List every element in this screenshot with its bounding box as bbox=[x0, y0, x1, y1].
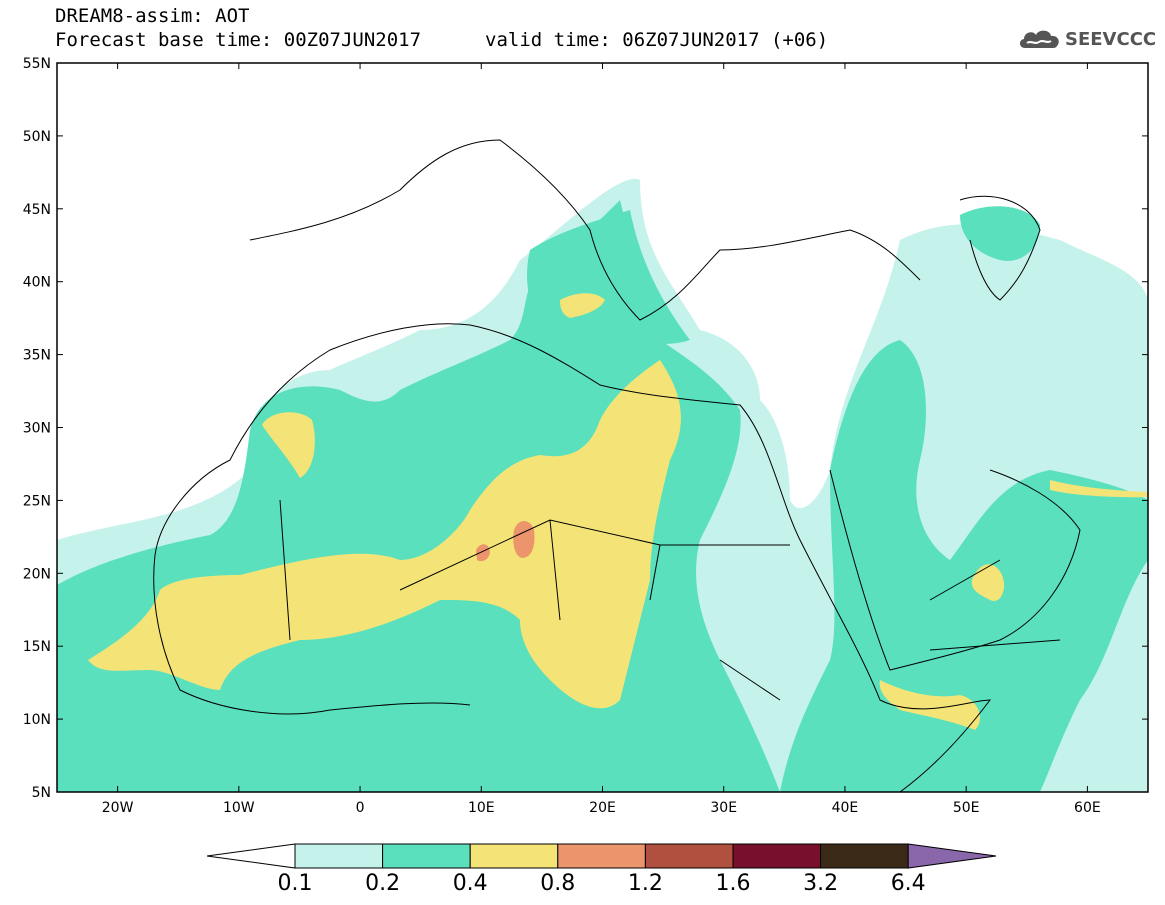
lon-label: 40E bbox=[832, 800, 859, 816]
aot-contours bbox=[57, 178, 1148, 792]
lon-label: 50E bbox=[953, 800, 980, 816]
lon-label: 0 bbox=[356, 800, 365, 816]
colorbar-swatch bbox=[469, 843, 559, 869]
colorbar-label: 0.4 bbox=[453, 871, 488, 896]
colorbar-swatch bbox=[557, 843, 646, 869]
lat-label: 35N bbox=[23, 348, 51, 364]
lon-label: 20E bbox=[589, 800, 616, 816]
colorbar-label: 1.2 bbox=[628, 871, 663, 896]
colorbar-label: 0.1 bbox=[278, 871, 313, 896]
lon-label: 30E bbox=[710, 800, 737, 816]
lat-label: 25N bbox=[23, 493, 51, 509]
colorbar-label: 6.4 bbox=[891, 871, 926, 896]
aot-band-0.2-east bbox=[780, 340, 1148, 792]
coast-africa bbox=[154, 323, 992, 792]
seevccc-logo: SEEVCCC bbox=[1017, 24, 1157, 58]
forecast-base-time: Forecast base time: 00Z07JUN2017 bbox=[55, 29, 422, 51]
aot-band-0.4-yemen bbox=[879, 680, 980, 730]
lat-label: 45N bbox=[23, 202, 51, 218]
coast-caspian bbox=[959, 195, 1041, 301]
colorbar-swatch bbox=[732, 843, 822, 869]
lon-label: 60E bbox=[1074, 800, 1101, 816]
lon-label: 10E bbox=[468, 800, 495, 816]
aot-band-0.4-arabia bbox=[971, 564, 1005, 601]
border-lines bbox=[279, 499, 1061, 701]
coast-europe bbox=[249, 139, 921, 321]
colorbar-swatch bbox=[820, 843, 909, 869]
colorbar-arrow-low bbox=[206, 843, 296, 869]
lon-label: 10W bbox=[223, 800, 255, 816]
map-title: DREAM8-assim: AOT bbox=[55, 5, 250, 27]
lat-label: 20N bbox=[23, 566, 51, 582]
coast-westafrica bbox=[153, 554, 471, 715]
lon-label: 20W bbox=[102, 800, 134, 816]
longitude-axis: 20W 10W 0 10E 20E 30E 40E 50E 60E bbox=[102, 63, 1101, 816]
aot-band-0.8-b bbox=[476, 544, 490, 562]
aot-band-0.4-atlas bbox=[262, 412, 315, 478]
lat-label: 50N bbox=[23, 129, 51, 145]
valid-time: valid time: 06Z07JUN2017 (+06) bbox=[485, 29, 829, 51]
coast-arabia bbox=[829, 469, 1081, 671]
colorbar-swatch bbox=[644, 843, 734, 869]
cloud-icon bbox=[1019, 30, 1059, 48]
colorbar-arrow-high bbox=[907, 843, 997, 869]
lat-label: 55N bbox=[23, 56, 51, 72]
coastlines bbox=[153, 139, 1081, 792]
latitude-axis: 55N 50N 45N 40N 35N 30N 25N 20N 15N 10N 5N bbox=[23, 56, 1148, 801]
lat-label: 10N bbox=[23, 712, 51, 728]
colorbar-swatch bbox=[294, 843, 384, 869]
colorbar-swatch bbox=[382, 843, 471, 869]
aot-map: 55N 50N 45N 40N 35N 30N 25N 20N 15N 10N 5N 20W 10W 0… bbox=[23, 56, 1149, 816]
colorbar-label: 0.2 bbox=[365, 871, 400, 896]
aot-band-0.4-gulf bbox=[1050, 480, 1148, 498]
lat-label: 15N bbox=[23, 639, 51, 655]
aot-band-0.4 bbox=[88, 360, 681, 709]
aot-band-0.4-greece bbox=[560, 293, 605, 318]
lat-label: 40N bbox=[23, 275, 51, 291]
aot-band-0.2-caspian bbox=[960, 206, 1040, 261]
lat-label: 30N bbox=[23, 421, 51, 437]
colorbar-label: 1.6 bbox=[716, 871, 751, 896]
colorbar-label: 0.8 bbox=[540, 871, 575, 896]
lat-label: 5N bbox=[32, 785, 51, 801]
logo-text: SEEVCCC bbox=[1065, 29, 1157, 50]
colorbar-label: 3.2 bbox=[803, 871, 838, 896]
